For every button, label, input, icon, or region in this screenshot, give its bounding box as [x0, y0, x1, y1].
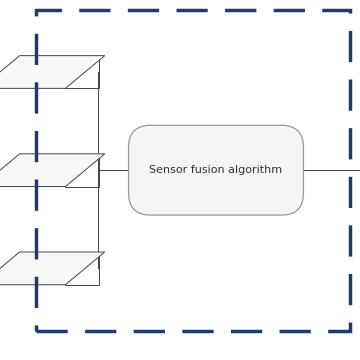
- Polygon shape: [0, 56, 105, 88]
- Polygon shape: [0, 252, 105, 285]
- FancyBboxPatch shape: [129, 125, 303, 215]
- Text: Sensor fusion algorithm: Sensor fusion algorithm: [149, 165, 283, 175]
- Polygon shape: [0, 154, 105, 186]
- Bar: [66, 154, 99, 186]
- Bar: [36, 10, 350, 330]
- Bar: [66, 56, 99, 88]
- Bar: [66, 252, 99, 285]
